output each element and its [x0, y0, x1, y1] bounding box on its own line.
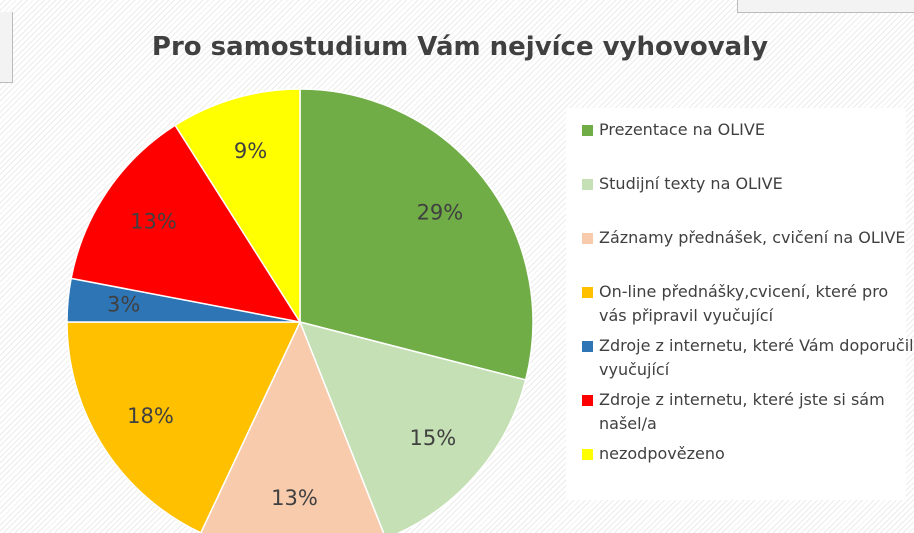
legend-swatch — [582, 287, 593, 298]
legend-swatch — [582, 179, 593, 190]
pie-slice — [299, 88, 534, 381]
data-label: 29% — [417, 200, 464, 224]
pie-slice — [199, 320, 385, 533]
legend-item: On-line přednášky,cvicení, které pro vás… — [582, 280, 914, 328]
legend-swatch — [582, 341, 593, 352]
panel-border — [0, 12, 13, 83]
legend-label: Záznamy přednášek, cvičení na OLIVE — [599, 228, 906, 247]
legend-item: Zdroje z internetu, které jste si sám na… — [582, 388, 914, 436]
legend-swatch — [582, 233, 593, 244]
pie-slice — [70, 124, 302, 324]
legend-swatch — [582, 395, 593, 406]
legend-label: On-line přednášky,cvicení, které pro vás… — [599, 282, 889, 325]
legend-swatch — [582, 125, 593, 136]
data-label: 3% — [107, 292, 140, 316]
data-label: 15% — [409, 426, 456, 450]
legend-item: Studijní texty na OLIVE — [582, 172, 914, 196]
legend-item: Zdroje z internetu, které Vám doporučili… — [582, 334, 914, 382]
legend-item: nezodpovězeno — [582, 442, 914, 466]
pie-slice — [298, 320, 527, 533]
pie-slice — [174, 88, 301, 325]
data-label: 18% — [127, 404, 174, 428]
panel-border — [737, 0, 914, 13]
legend-item: Záznamy přednášek, cvičení na OLIVE — [582, 226, 914, 250]
legend-label: Zdroje z internetu, které Vám doporučili… — [599, 336, 914, 379]
legend: Prezentace na OLIVE Studijní texty na OLI… — [566, 108, 914, 500]
pie-slice — [66, 321, 302, 533]
legend-label: Studijní texty na OLIVE — [599, 174, 783, 193]
legend-item: Prezentace na OLIVE — [582, 118, 914, 142]
legend-label: Zdroje z internetu, které jste si sám na… — [599, 390, 885, 433]
legend-label: nezodpovězeno — [599, 444, 725, 463]
data-label: 9% — [234, 139, 267, 163]
data-label: 13% — [130, 209, 177, 233]
legend-swatch — [582, 449, 593, 460]
data-label: 13% — [271, 486, 318, 510]
chart-title: Pro samostudium Vám nejvíce vyhovovaly — [152, 32, 768, 62]
legend-label: Prezentace na OLIVE — [599, 120, 765, 139]
